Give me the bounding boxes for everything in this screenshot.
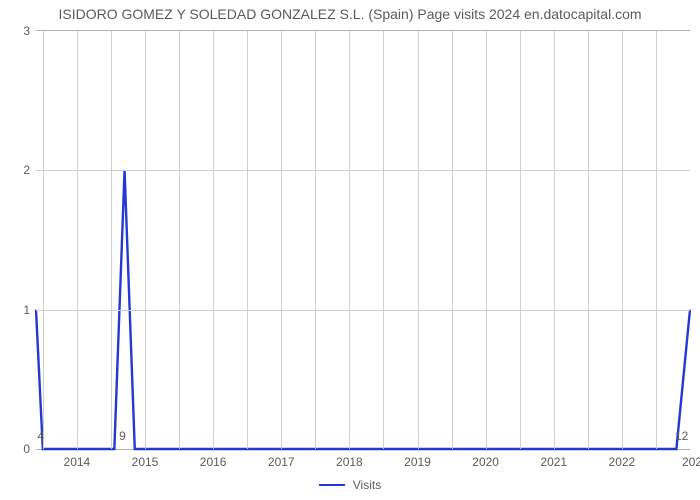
y-tick-label: 2 bbox=[23, 163, 36, 177]
x-tick-label: 2016 bbox=[200, 449, 227, 469]
grid-line-vertical-minor bbox=[520, 31, 521, 449]
x-tick-label: 2015 bbox=[132, 449, 159, 469]
grid-line-vertical bbox=[281, 31, 282, 449]
grid-line-vertical bbox=[622, 31, 623, 449]
x-tick-label: 2021 bbox=[540, 449, 567, 469]
x-tick-label: 2017 bbox=[268, 449, 295, 469]
x-tick-label: 2020 bbox=[472, 449, 499, 469]
grid-line-horizontal bbox=[36, 170, 690, 171]
grid-line-horizontal bbox=[36, 310, 690, 311]
y-tick-label: 3 bbox=[23, 24, 36, 38]
grid-line-vertical bbox=[554, 31, 555, 449]
grid-line-vertical bbox=[77, 31, 78, 449]
x-tick-label: 2018 bbox=[336, 449, 363, 469]
x-tick-label: 2022 bbox=[609, 449, 636, 469]
grid-line-vertical-minor bbox=[111, 31, 112, 449]
grid-line-vertical-minor bbox=[588, 31, 589, 449]
grid-line-vertical-minor bbox=[179, 31, 180, 449]
grid-line-vertical bbox=[213, 31, 214, 449]
grid-line-vertical-minor bbox=[656, 31, 657, 449]
legend-swatch bbox=[319, 484, 345, 486]
grid-line-vertical bbox=[349, 31, 350, 449]
legend-label: Visits bbox=[353, 478, 381, 492]
y-tick-label: 0 bbox=[23, 442, 36, 456]
grid-line-vertical bbox=[145, 31, 146, 449]
grid-line-vertical-minor bbox=[247, 31, 248, 449]
x-tick-label-cut: 202 bbox=[682, 449, 700, 469]
chart-line-layer bbox=[36, 31, 690, 449]
chart-plot-area: 0123201420152016201720182019202020212022… bbox=[36, 30, 690, 450]
x-tick-label: 2019 bbox=[404, 449, 431, 469]
y-tick-label: 1 bbox=[23, 303, 36, 317]
grid-line-vertical-minor bbox=[315, 31, 316, 449]
x-tick-label: 2014 bbox=[64, 449, 91, 469]
value-label: 9 bbox=[119, 429, 126, 443]
value-label: 4 bbox=[37, 429, 44, 443]
grid-line-vertical bbox=[486, 31, 487, 449]
grid-line-vertical bbox=[418, 31, 419, 449]
chart-legend: Visits bbox=[0, 478, 700, 492]
value-label: 12 bbox=[675, 429, 688, 443]
grid-line-vertical-minor bbox=[383, 31, 384, 449]
chart-title: ISIDORO GOMEZ Y SOLEDAD GONZALEZ S.L. (S… bbox=[0, 6, 700, 22]
grid-line-vertical-minor bbox=[43, 31, 44, 449]
grid-line-vertical-minor bbox=[452, 31, 453, 449]
